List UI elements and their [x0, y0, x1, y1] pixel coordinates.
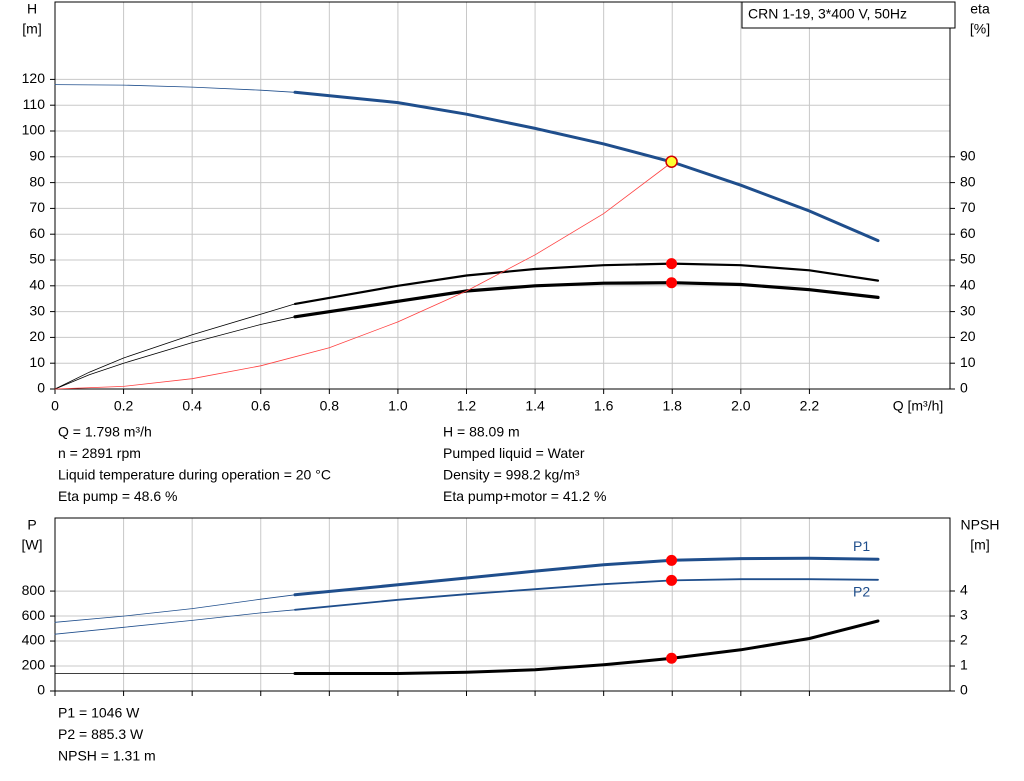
plot-frame: [54, 1, 951, 390]
y-tick-label: 80: [29, 173, 45, 189]
y2-tick-label: 4: [960, 582, 968, 598]
operating-point: [666, 574, 678, 586]
operating-point: [666, 258, 678, 270]
readout-text: NPSH = 1.31 m: [58, 748, 156, 764]
readout-text: P1 = 1046 W: [58, 705, 140, 721]
y2-tick-label: 0: [960, 682, 968, 698]
readout-text: Eta pump = 48.6 %: [58, 488, 177, 504]
y-tick-label: 200: [22, 657, 46, 673]
y-tick-label: 110: [23, 96, 46, 112]
y-tick-label: 600: [22, 607, 46, 623]
curve: [293, 262, 880, 305]
curve: [54, 303, 296, 390]
y2-tick-label: 40: [960, 277, 976, 293]
y2-tick-label: 50: [960, 251, 976, 267]
y2-tick-label: 10: [960, 354, 976, 370]
x-tick-label: 1.0: [388, 398, 408, 414]
x-tick-label: 0: [51, 398, 59, 414]
y-tick-label: 40: [29, 277, 45, 293]
x-tick-label: 1.2: [457, 398, 477, 414]
y2-axis-label: [%]: [970, 21, 990, 37]
curve: [54, 84, 296, 93]
curve-label: P1: [853, 538, 870, 554]
y2-tick-label: 30: [960, 302, 976, 318]
curve: [294, 578, 879, 611]
operating-point: [666, 554, 678, 566]
y-tick-label: 100: [22, 122, 46, 138]
y2-tick-label: 70: [960, 199, 976, 215]
readout-text: P2 = 885.3 W: [58, 726, 144, 742]
y2-tick-label: 90: [960, 148, 976, 164]
y2-tick-label: 3: [960, 607, 968, 623]
plot-frame: [54, 517, 951, 692]
y-tick-label: 0: [37, 380, 45, 396]
y2-tick-label: 80: [960, 173, 976, 189]
x-tick-label: 1.6: [594, 398, 614, 414]
y2-tick-label: 20: [960, 328, 976, 344]
y-tick-label: 60: [29, 225, 45, 241]
model-box: [741, 1, 956, 29]
x-tick-label: 1.4: [525, 398, 545, 414]
curve: [54, 161, 673, 390]
y-tick-label: 50: [29, 251, 45, 267]
y-axis-label: P: [27, 517, 36, 533]
operating-point: [666, 652, 678, 664]
readout-text: Q = 1.798 m³/h: [58, 424, 152, 440]
x-tick-label: 0.4: [182, 398, 202, 414]
x-tick-label: 0.6: [251, 398, 271, 414]
y-tick-label: 800: [22, 582, 46, 598]
readout-text: n = 2891 rpm: [58, 445, 141, 461]
curve: [54, 594, 296, 623]
y-tick-label: 0: [37, 682, 45, 698]
y-tick-label: 70: [29, 199, 45, 215]
y-tick-label: 30: [29, 302, 45, 318]
x-tick-label: 2.0: [731, 398, 751, 414]
y-axis-label: [W]: [22, 537, 43, 553]
readout-text: Density = 998.2 kg/m³: [443, 467, 580, 483]
readout-text: Liquid temperature during operation = 20…: [58, 467, 331, 483]
y2-tick-label: 2: [960, 632, 968, 648]
y2-axis-label: eta: [970, 1, 990, 17]
curve: [54, 316, 296, 390]
readout-text: Pumped liquid = Water: [443, 445, 585, 461]
curve: [293, 556, 880, 597]
operating-point: [665, 155, 678, 168]
y2-tick-label: 60: [960, 225, 976, 241]
y-tick-label: 400: [22, 632, 46, 648]
x-tick-label: 0.2: [114, 398, 134, 414]
y2-axis-label: NPSH: [961, 517, 1000, 533]
x-tick-label: 1.8: [663, 398, 683, 414]
curve: [293, 619, 880, 675]
x-tick-label: 2.2: [800, 398, 820, 414]
curve: [293, 90, 880, 243]
y-tick-label: 10: [29, 354, 45, 370]
y2-tick-label: 0: [960, 380, 968, 396]
x-axis-label: Q [m³/h]: [893, 398, 944, 414]
readout-text: H = 88.09 m: [443, 424, 520, 440]
curve-label: P2: [853, 584, 870, 600]
readout-text: Eta pump+motor = 41.2 %: [443, 488, 606, 504]
x-tick-label: 0.8: [320, 398, 340, 414]
y2-tick-label: 1: [960, 657, 968, 673]
y-axis-label: H: [27, 1, 37, 17]
y-tick-label: 20: [29, 328, 45, 344]
operating-point: [666, 277, 678, 289]
curve: [293, 281, 880, 319]
y-tick-label: 120: [22, 70, 46, 86]
curve: [54, 609, 296, 635]
model-label: CRN 1-19, 3*400 V, 50Hz: [748, 6, 907, 22]
y-axis-label: [m]: [22, 21, 41, 37]
y2-axis-label: [m]: [970, 537, 989, 553]
y-tick-label: 90: [29, 148, 45, 164]
